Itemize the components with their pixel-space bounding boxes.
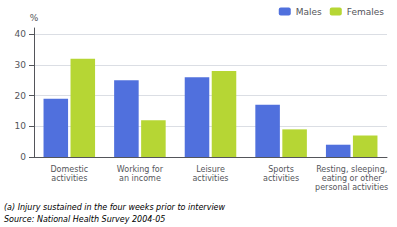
svg-text:personal activities: personal activities (315, 183, 388, 192)
svg-text:%: % (30, 13, 39, 23)
svg-text:Resting, sleeping,: Resting, sleeping, (316, 165, 387, 174)
svg-text:Females: Females (347, 7, 385, 17)
svg-text:(a) Injury sustained in the fo: (a) Injury sustained in the four weeks p… (4, 203, 226, 212)
svg-text:activities: activities (192, 174, 228, 183)
svg-text:0: 0 (20, 152, 26, 162)
svg-text:eating or other: eating or other (322, 174, 383, 183)
svg-text:Sports: Sports (268, 165, 294, 174)
svg-text:Working for: Working for (117, 165, 164, 174)
svg-text:30: 30 (15, 60, 27, 70)
svg-text:activities: activities (263, 174, 299, 183)
svg-text:Domestic: Domestic (50, 165, 88, 174)
svg-text:activities: activities (51, 174, 87, 183)
svg-text:10: 10 (15, 121, 27, 131)
svg-text:40: 40 (15, 29, 27, 39)
svg-text:Source: National Health Survey: Source: National Health Survey 2004-05 (4, 215, 165, 224)
svg-text:20: 20 (15, 91, 27, 101)
svg-text:Leisure: Leisure (196, 165, 225, 174)
svg-text:Males: Males (296, 7, 322, 17)
svg-text:an income: an income (119, 174, 161, 183)
